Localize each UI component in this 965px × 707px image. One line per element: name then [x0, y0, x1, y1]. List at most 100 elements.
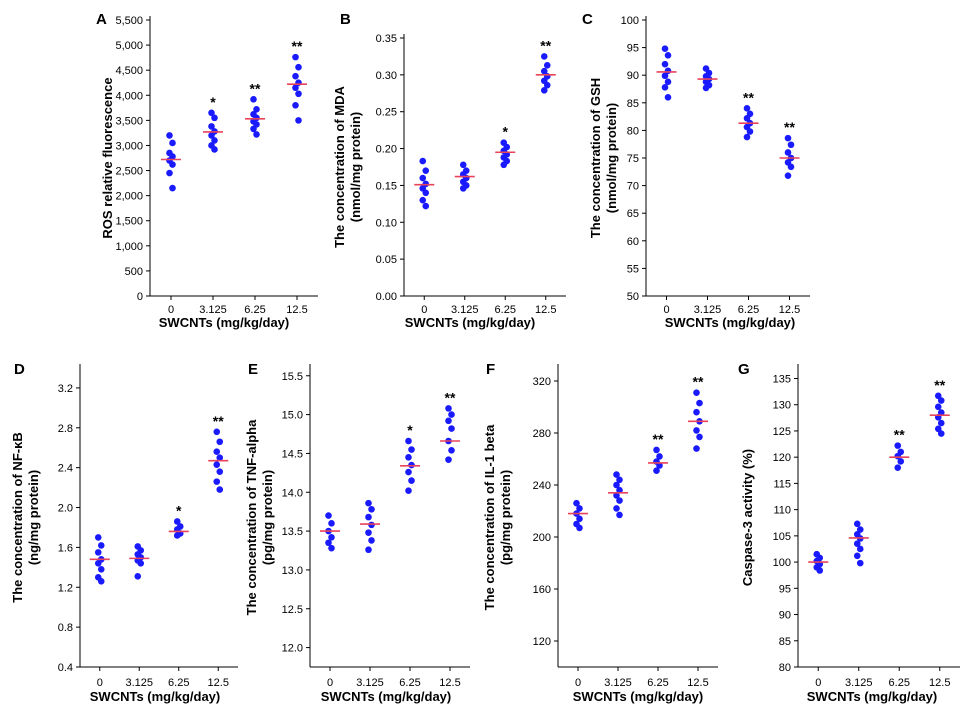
data-point [656, 453, 663, 460]
x-tick-label: 3.125 [451, 304, 479, 316]
significance-label: ** [250, 80, 261, 96]
y-tick-label: 5,500 [115, 15, 143, 27]
data-point [613, 492, 620, 499]
data-point [937, 409, 945, 416]
data-point [211, 137, 218, 144]
x-tick-label: 3.125 [845, 677, 873, 689]
data-point [365, 546, 372, 554]
x-tick-label: 0 [97, 677, 103, 689]
y-axis-title-line: (pg/mg protein) [498, 470, 513, 565]
data-point [208, 132, 215, 139]
data-point [853, 552, 861, 560]
x-tick-label: 0 [421, 304, 427, 316]
y-tick-label: 5,000 [115, 40, 143, 52]
data-point [173, 518, 181, 525]
data-point [543, 81, 551, 89]
data-point [661, 45, 669, 53]
data-point [253, 131, 260, 138]
y-tick-label: 70 [627, 181, 639, 193]
significance-label: * [503, 124, 509, 140]
data-point [292, 102, 299, 109]
data-point [664, 78, 672, 86]
y-axis-title-line: The concentration of TNF-alpha [244, 419, 259, 615]
data-point [743, 105, 751, 112]
data-point [816, 567, 824, 574]
y-tick-label: 115 [773, 478, 791, 490]
data-point [419, 196, 427, 204]
data-point [169, 139, 176, 147]
y-tick-label: 14.0 [282, 487, 303, 499]
data-point [934, 392, 942, 400]
data-point [653, 446, 660, 454]
data-point [616, 476, 623, 484]
data-point [213, 461, 221, 468]
x-axis-title: SWCNTs (mg/kg/day) [573, 689, 704, 704]
y-tick-label: 1.2 [58, 582, 73, 594]
data-point [216, 486, 224, 493]
data-point [94, 549, 102, 556]
y-tick-label: 280 [533, 428, 551, 440]
y-axis-title-line: (ng/mg protein) [26, 470, 41, 565]
data-point [787, 141, 795, 149]
data-point [653, 467, 660, 475]
data-point [573, 499, 580, 507]
y-axis-title-line: (nmol/mg protein) [348, 112, 363, 223]
data-point [576, 524, 583, 532]
data-point [213, 448, 221, 456]
data-point [445, 417, 452, 425]
y-tick-label: 12.5 [282, 604, 303, 616]
y-tick-label: 0.35 [376, 33, 397, 45]
data-point [856, 545, 864, 553]
data-point [405, 454, 412, 461]
data-point [166, 132, 173, 139]
y-tick-label: 85 [627, 98, 639, 110]
data-point [693, 445, 700, 452]
data-point [656, 462, 663, 469]
y-tick-label: 14.5 [282, 448, 303, 460]
panel-letter: F [486, 361, 495, 378]
data-point [894, 442, 902, 449]
x-axis-title: SWCNTs (mg/kg/day) [807, 689, 938, 704]
data-point [934, 425, 942, 433]
y-tick-label: 1,000 [115, 241, 143, 253]
y-axis-title: Caspase-3 activity (%) [740, 449, 755, 586]
data-point [743, 133, 751, 141]
x-tick-label: 6.25 [647, 677, 668, 689]
y-tick-label: 125 [773, 426, 791, 438]
data-point [365, 513, 372, 521]
y-tick-label: 2.4 [58, 463, 73, 475]
data-point [746, 128, 754, 135]
x-tick-label: 12.5 [208, 677, 229, 689]
y-tick-label: 15.0 [282, 410, 303, 422]
data-point [292, 72, 299, 80]
data-point [365, 529, 372, 536]
data-point [253, 106, 260, 113]
x-tick-label: 3.125 [604, 677, 632, 689]
data-point [459, 161, 467, 169]
y-tick-label: 105 [773, 531, 791, 543]
panel-g: G 80 85 90 95 100 105 110 115 120 125 130 135 0 3.125 6… [738, 361, 960, 704]
x-tick-label: 3.125 [199, 304, 227, 316]
data-point [616, 511, 623, 519]
y-tick-label: 60 [627, 236, 639, 248]
y-tick-label: 110 [773, 505, 791, 517]
data-point [937, 419, 945, 427]
x-tick-label: 0 [663, 304, 669, 316]
y-tick-label: 80 [627, 125, 639, 137]
y-tick-label: 1.6 [58, 542, 73, 554]
y-tick-label: 3,500 [115, 115, 143, 127]
data-point [328, 544, 335, 552]
data-point [784, 134, 792, 142]
y-tick-label: 95 [627, 43, 639, 55]
data-point [613, 471, 620, 478]
significance-label: ** [934, 377, 945, 393]
y-tick-label: 0 [137, 291, 143, 303]
y-tick-label: 130 [773, 400, 791, 412]
data-point [422, 202, 430, 210]
y-axis-title-line: (pg/mg protein) [260, 470, 275, 565]
panel-letter: B [340, 11, 351, 28]
data-point [934, 403, 942, 411]
panel-letter: G [738, 361, 750, 378]
data-point [616, 486, 623, 494]
data-point [405, 437, 412, 445]
